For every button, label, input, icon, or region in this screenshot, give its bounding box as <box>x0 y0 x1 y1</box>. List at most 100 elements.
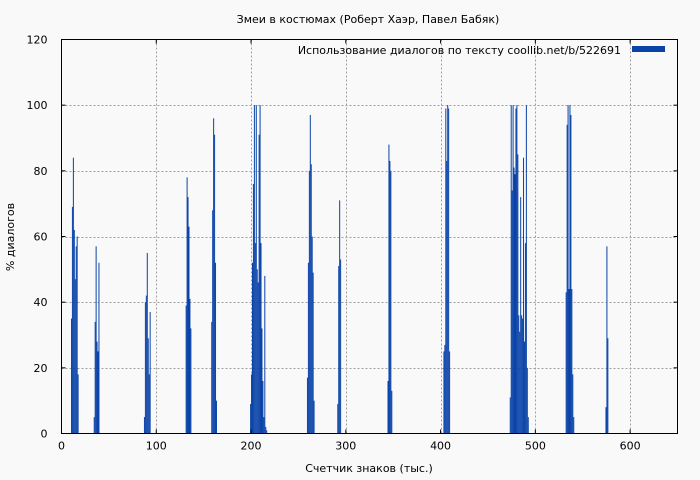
bar <box>215 262 217 434</box>
bar <box>569 105 571 434</box>
bar <box>251 262 253 434</box>
bar <box>144 302 146 434</box>
bar <box>214 134 216 434</box>
bar <box>71 206 73 434</box>
y-tick-label: 40 <box>34 296 48 309</box>
bar <box>96 341 98 434</box>
legend: Использование диалогов по тексту coollib… <box>298 44 665 57</box>
x-tick-label: 0 <box>58 440 65 453</box>
bar <box>73 229 75 434</box>
bar <box>519 331 521 434</box>
bar <box>388 144 390 434</box>
bar <box>93 417 95 434</box>
bar <box>215 400 217 434</box>
bar <box>447 105 449 434</box>
bar <box>524 243 526 434</box>
bar <box>72 157 74 434</box>
bar <box>510 105 512 434</box>
bar <box>512 105 514 434</box>
bar <box>149 312 151 434</box>
x-tick-label: 200 <box>241 440 262 453</box>
bar <box>70 318 72 434</box>
bar <box>573 417 575 434</box>
bar <box>190 328 192 434</box>
bar <box>146 252 148 434</box>
bar <box>306 377 308 434</box>
bar <box>254 243 256 434</box>
bar <box>256 269 258 434</box>
bar <box>523 341 525 434</box>
x-axis-ticks: 0 100 200 300 400 500 600 <box>58 39 641 453</box>
bar <box>258 134 260 434</box>
bar <box>517 154 519 434</box>
x-axis-label: Счетчик знаков (тыс.) <box>305 462 433 475</box>
bar <box>310 164 312 434</box>
bar <box>186 177 188 434</box>
bar <box>337 403 339 434</box>
bar <box>340 259 342 434</box>
bar <box>188 226 190 434</box>
bar <box>513 167 515 434</box>
grid-lines <box>61 39 678 434</box>
bar <box>511 190 513 434</box>
bar <box>570 115 572 434</box>
bar <box>212 210 214 434</box>
bar <box>391 390 393 434</box>
bar <box>523 157 525 434</box>
bar <box>605 407 607 434</box>
bar <box>449 351 451 434</box>
bar <box>309 115 311 434</box>
y-tick-label: 20 <box>34 362 48 375</box>
x-tick-label: 500 <box>525 440 546 453</box>
bar <box>443 351 445 434</box>
bar <box>94 321 96 434</box>
bar <box>95 246 97 434</box>
bar <box>147 338 149 434</box>
bar <box>525 105 527 434</box>
y-tick-label: 60 <box>34 231 48 244</box>
bar <box>148 374 150 434</box>
bar <box>251 374 253 434</box>
bar <box>520 197 522 434</box>
bar <box>97 351 99 434</box>
bar <box>606 246 608 434</box>
bar <box>338 266 340 434</box>
legend-swatch <box>632 46 665 52</box>
bar <box>76 236 78 434</box>
bar <box>213 118 215 434</box>
bar <box>339 200 341 434</box>
bar <box>262 380 264 434</box>
y-axis-ticks: 0 20 40 60 80 100 120 <box>27 34 678 441</box>
bar <box>444 344 446 434</box>
y-tick-label: 80 <box>34 165 48 178</box>
bar <box>526 367 528 434</box>
legend-label: Использование диалогов по тексту coollib… <box>298 44 621 57</box>
bar <box>515 108 517 434</box>
bar <box>259 105 261 434</box>
bar <box>448 108 450 434</box>
plot-frame <box>61 39 678 434</box>
bar <box>145 295 147 434</box>
bar <box>261 328 263 434</box>
bar <box>527 417 529 434</box>
bar <box>568 289 570 434</box>
bar <box>445 108 447 434</box>
bar <box>514 174 516 434</box>
bar <box>266 430 268 434</box>
bar <box>143 417 145 434</box>
bar <box>74 279 76 434</box>
bar <box>311 236 313 434</box>
bar <box>387 380 389 434</box>
bar <box>185 305 187 434</box>
bar <box>308 170 310 434</box>
x-tick-label: 100 <box>146 440 167 453</box>
bar <box>260 243 262 434</box>
bar <box>255 105 257 434</box>
bar <box>211 321 213 434</box>
bar <box>572 374 574 434</box>
y-tick-label: 120 <box>27 34 48 47</box>
bar <box>187 197 189 434</box>
bar <box>607 338 609 434</box>
